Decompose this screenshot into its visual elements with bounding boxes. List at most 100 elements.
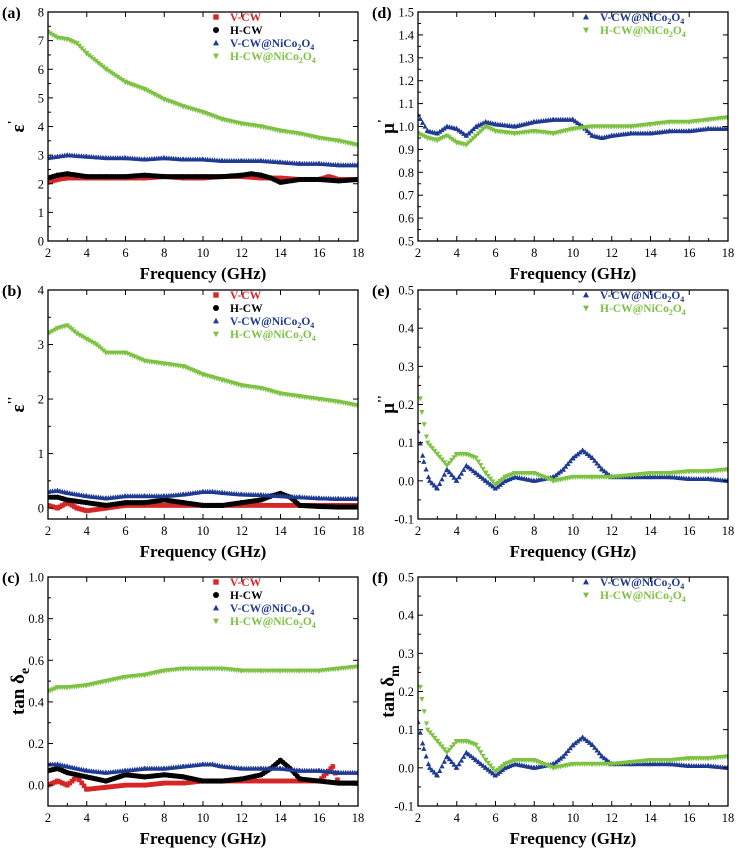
data-point (434, 452, 440, 457)
y-tick-label: 1 (38, 447, 44, 461)
y-axis-label-main: tan δ (8, 674, 29, 715)
data-point (429, 733, 435, 739)
legend-entry: V-CW@NiCo2O4 (600, 12, 684, 26)
data-point (431, 482, 437, 488)
data-point (439, 476, 445, 482)
y-tick-label: 0.2 (28, 737, 44, 751)
data-point (451, 761, 457, 767)
legend-mid: O (303, 616, 312, 628)
legend-sub: 4 (310, 43, 314, 52)
series-3 (48, 664, 358, 695)
legend-marker (213, 292, 219, 298)
data-point (432, 448, 438, 454)
data-point (441, 747, 447, 753)
legend-sub: 4 (680, 17, 684, 26)
data-point (490, 483, 496, 489)
legend-sub: 2 (299, 334, 303, 343)
legend-mid: O (301, 38, 310, 50)
data-point (580, 734, 586, 740)
data-point (84, 51, 90, 57)
data-point (587, 739, 593, 745)
data-point (478, 761, 484, 766)
x-tick-label: 2 (415, 811, 421, 825)
data-point (418, 684, 423, 690)
data-point (558, 755, 564, 761)
x-tick-label: 4 (84, 246, 91, 260)
x-axis-label: Frequency (GHz) (510, 264, 637, 283)
data-point (439, 744, 445, 750)
legend-name-main: H-CW (230, 25, 263, 37)
data-point (461, 466, 467, 472)
data-point (74, 331, 80, 337)
x-tick-label: 18 (352, 246, 365, 260)
data-point (584, 128, 590, 133)
legend-name-main: V-CW@NiCo (230, 316, 298, 328)
y-tick-label: 3 (38, 149, 44, 163)
data-point (449, 457, 455, 463)
y-tick-label: 1 (38, 206, 44, 220)
legend-mid: O (673, 25, 682, 37)
data-point (434, 739, 440, 744)
data-point (427, 477, 433, 483)
x-tick-label: 2 (45, 524, 51, 538)
data-point (91, 340, 97, 346)
x-axis-label: Frequency (GHz) (140, 542, 267, 561)
series-1 (48, 490, 358, 510)
x-tick-label: 16 (313, 811, 326, 825)
series-0 (418, 428, 728, 491)
legend-entry: V-CW (230, 12, 262, 24)
legend-marker (213, 604, 219, 611)
data-point (463, 142, 470, 148)
data-point (725, 467, 728, 473)
y-tick-label: 0.6 (398, 212, 414, 226)
panel-label: (f) (372, 570, 388, 587)
data-point (601, 755, 607, 761)
data-point (468, 466, 474, 472)
data-point (725, 754, 728, 760)
data-point (584, 738, 590, 744)
data-point (497, 768, 503, 774)
x-tick-label: 16 (683, 524, 696, 538)
y-axis-label: μ'' (376, 395, 399, 414)
data-point (420, 740, 426, 746)
legend-sub: 2 (297, 321, 301, 330)
y-tick-label: 0.0 (398, 761, 414, 775)
data-point (495, 480, 501, 486)
legend-sub: 4 (680, 582, 684, 591)
data-point (567, 458, 573, 464)
data-point (480, 126, 486, 132)
legend-marker (583, 305, 589, 312)
data-point (117, 76, 123, 82)
series-1 (418, 115, 728, 148)
data-point (95, 60, 101, 66)
data-point (483, 477, 489, 483)
y-tick-label: 0.4 (398, 609, 414, 623)
y-tick-label: -0.1 (394, 513, 414, 527)
legend-sub: 2 (669, 308, 673, 317)
data-point (451, 138, 457, 144)
y-axis-label: tan δe (8, 668, 33, 715)
legend-entry: H-CW (230, 303, 263, 315)
legend-marker (213, 317, 219, 324)
data-point (441, 471, 447, 477)
data-point (480, 753, 486, 759)
x-tick-label: 12 (606, 811, 619, 825)
data-point (437, 454, 443, 460)
data-point (565, 461, 571, 466)
data-point (91, 57, 97, 63)
data-point (492, 772, 499, 778)
data-point (475, 759, 482, 765)
y-axis-label-sup: ' (376, 119, 391, 123)
legend-sub: 2 (669, 30, 673, 39)
y-tick-label: 2 (38, 393, 44, 407)
data-point (470, 755, 477, 761)
legend-marker (213, 39, 219, 46)
data-point (419, 410, 425, 415)
data-point (483, 764, 489, 770)
data-point (463, 462, 470, 468)
data-point (480, 475, 486, 481)
y-tick-label: 0.2 (398, 398, 414, 412)
data-point (52, 34, 58, 40)
legend-sub: 2 (667, 295, 671, 304)
